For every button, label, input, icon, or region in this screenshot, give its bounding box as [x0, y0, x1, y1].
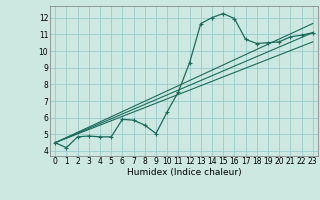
- X-axis label: Humidex (Indice chaleur): Humidex (Indice chaleur): [127, 168, 241, 177]
